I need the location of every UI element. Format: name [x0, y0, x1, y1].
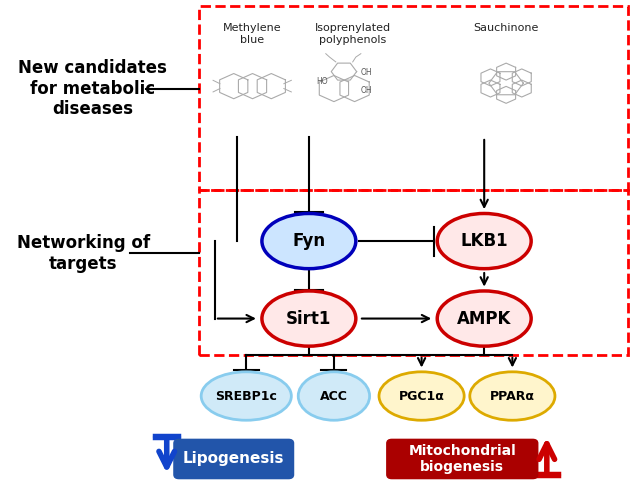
FancyBboxPatch shape	[174, 439, 293, 479]
Text: Isoprenylated
polyphenols: Isoprenylated polyphenols	[314, 23, 391, 45]
Text: Fyn: Fyn	[292, 232, 325, 250]
Ellipse shape	[437, 291, 531, 346]
Text: Sirt1: Sirt1	[286, 310, 332, 328]
Text: PPARα: PPARα	[490, 390, 535, 403]
Text: Mitochondrial
biogenesis: Mitochondrial biogenesis	[408, 444, 516, 474]
Text: SREBP1c: SREBP1c	[215, 390, 277, 403]
Text: Lipogenesis: Lipogenesis	[183, 451, 284, 467]
Text: Sauchinone: Sauchinone	[473, 23, 539, 33]
Text: HO: HO	[316, 77, 328, 86]
Text: Methylene
blue: Methylene blue	[223, 23, 282, 45]
Text: OH: OH	[361, 68, 373, 77]
Ellipse shape	[201, 372, 291, 420]
Ellipse shape	[298, 372, 369, 420]
Text: LKB1: LKB1	[460, 232, 508, 250]
Ellipse shape	[470, 372, 555, 420]
Ellipse shape	[262, 213, 356, 269]
Ellipse shape	[262, 291, 356, 346]
Text: OH: OH	[361, 86, 373, 95]
Ellipse shape	[379, 372, 464, 420]
Text: AMPK: AMPK	[457, 310, 511, 328]
Bar	[199, 6, 628, 190]
Bar	[199, 190, 628, 355]
FancyBboxPatch shape	[387, 439, 538, 479]
Text: New candidates
for metabolic
diseases: New candidates for metabolic diseases	[19, 59, 167, 118]
Text: PGC1α: PGC1α	[399, 390, 445, 403]
Text: ACC: ACC	[320, 390, 348, 403]
Ellipse shape	[437, 213, 531, 269]
Text: Networking of
targets: Networking of targets	[17, 234, 150, 273]
